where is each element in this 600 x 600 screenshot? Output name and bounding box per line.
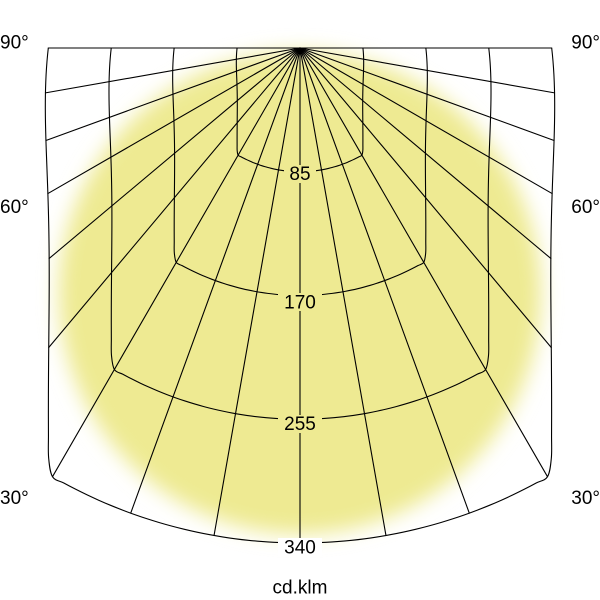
svg-text:cd.klm: cd.klm bbox=[273, 577, 328, 598]
svg-text:90°: 90° bbox=[0, 33, 29, 54]
svg-text:30°: 30° bbox=[0, 488, 29, 509]
svg-text:255: 255 bbox=[284, 414, 316, 435]
svg-text:170: 170 bbox=[284, 293, 316, 314]
svg-text:30°: 30° bbox=[571, 488, 600, 509]
svg-text:340: 340 bbox=[284, 538, 316, 559]
svg-text:60°: 60° bbox=[0, 197, 29, 218]
svg-text:85: 85 bbox=[289, 164, 310, 185]
svg-text:90°: 90° bbox=[571, 33, 600, 54]
svg-text:60°: 60° bbox=[571, 197, 600, 218]
